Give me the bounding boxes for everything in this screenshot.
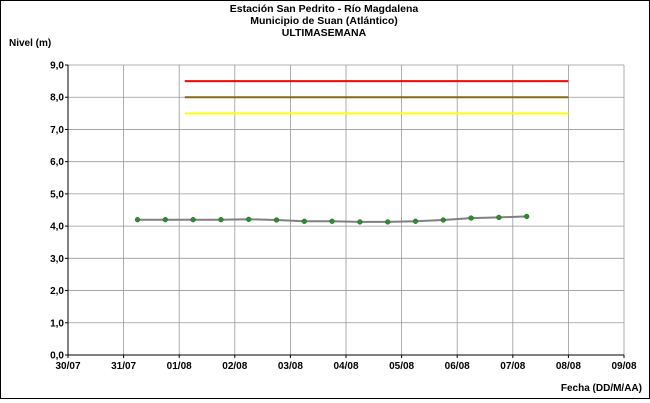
y-tick-label: 6,0 bbox=[50, 157, 64, 168]
data-point bbox=[301, 218, 307, 224]
tick-labels: 0,0 1,0 2,0 3,0 4,0 5,0 6,0 7,0 8,0 9,0 30/07 31/07… bbox=[50, 61, 637, 373]
y-tick-label: 3,0 bbox=[50, 254, 64, 265]
title-line-2: Municipio de Suan (Atlántico) bbox=[250, 15, 398, 27]
data-point bbox=[385, 219, 391, 225]
data-point bbox=[496, 214, 502, 221]
data-point bbox=[468, 215, 474, 221]
x-tick-label: 08/08 bbox=[556, 361, 581, 372]
data-point bbox=[162, 217, 168, 223]
data-point bbox=[524, 213, 530, 220]
x-tick-label: 06/08 bbox=[445, 361, 470, 372]
y-tick-label: 0,0 bbox=[50, 351, 64, 362]
chart-title: Estación San Pedrito - Río Magdalena Mun… bbox=[230, 3, 419, 39]
data-point bbox=[357, 219, 363, 225]
data-point bbox=[329, 218, 335, 224]
level-series bbox=[134, 213, 530, 225]
y-tick-label: 2,0 bbox=[50, 286, 64, 297]
data-point bbox=[190, 217, 196, 223]
data-point bbox=[246, 216, 252, 222]
x-tick-label: 05/08 bbox=[389, 361, 414, 372]
x-tick-label: 09/08 bbox=[611, 361, 636, 372]
data-point bbox=[134, 217, 141, 223]
x-tick-label: 01/08 bbox=[167, 361, 192, 372]
x-tick-label: 04/08 bbox=[333, 361, 358, 372]
x-axis-label: Fecha (DD/M/AA) bbox=[561, 383, 642, 394]
data-point bbox=[440, 217, 446, 223]
data-point bbox=[273, 217, 280, 223]
data-point bbox=[412, 218, 419, 224]
x-tick-label: 30/07 bbox=[55, 361, 80, 372]
x-tick-label: 02/08 bbox=[222, 361, 247, 372]
axes bbox=[65, 64, 625, 358]
gridlines bbox=[68, 64, 625, 355]
reference-lines bbox=[184, 80, 569, 115]
title-line-1: Estación San Pedrito - Río Magdalena bbox=[230, 3, 419, 15]
x-tick-label: 07/08 bbox=[500, 361, 525, 372]
y-tick-label: 1,0 bbox=[50, 318, 64, 329]
y-tick-label: 9,0 bbox=[50, 61, 64, 72]
y-axis-label: Nivel (m) bbox=[9, 38, 51, 49]
y-tick-label: 7,0 bbox=[50, 125, 64, 136]
y-tick-label: 8,0 bbox=[50, 93, 64, 104]
x-tick-label: 31/07 bbox=[111, 361, 136, 372]
title-line-3: ULTIMASEMANA bbox=[282, 27, 367, 39]
y-tick-label: 5,0 bbox=[50, 189, 64, 200]
data-point bbox=[218, 217, 224, 223]
x-tick-label: 03/08 bbox=[278, 361, 303, 372]
y-tick-label: 4,0 bbox=[50, 222, 64, 233]
